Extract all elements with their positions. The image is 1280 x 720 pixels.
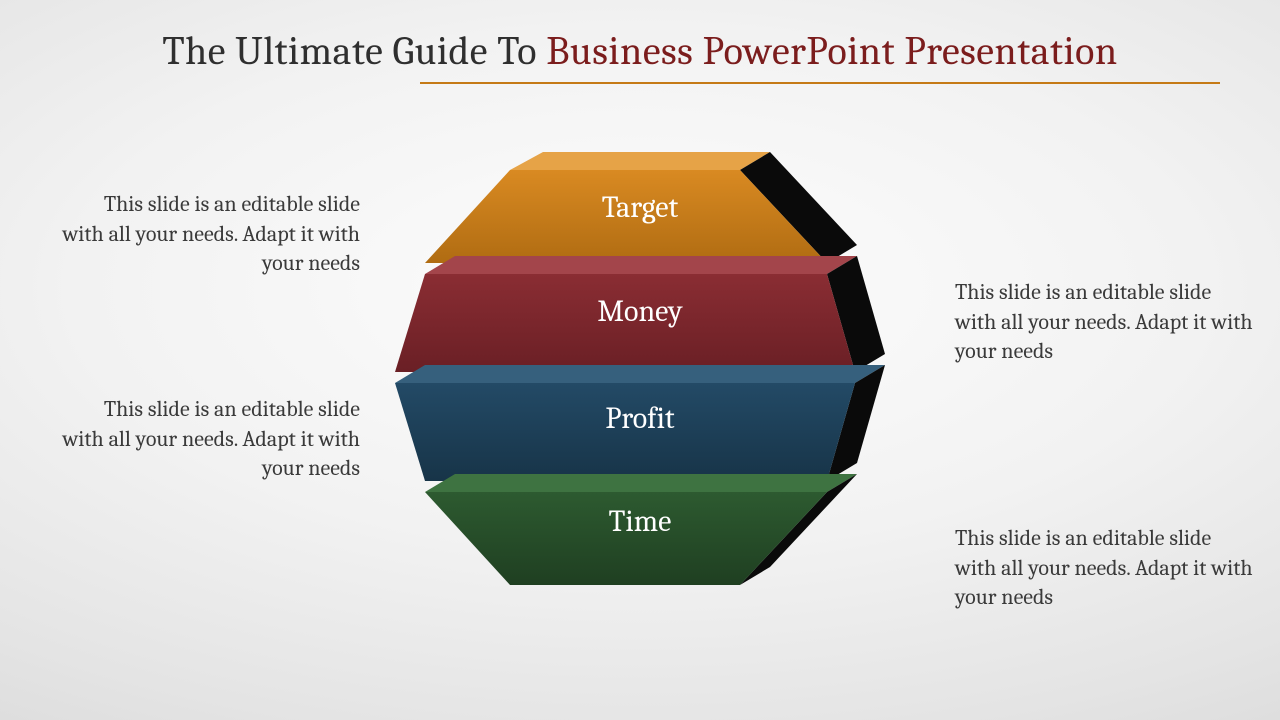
title-prefix: The Ultimate Guide To (162, 28, 546, 74)
caption-money: This slide is an editable slide with all… (955, 278, 1255, 367)
title-main: Business PowerPoint Presentation (546, 28, 1117, 74)
hexagon-diagram: TargetMoneyProfitTime (395, 150, 885, 620)
hex-layer-target: Target (395, 150, 885, 263)
caption-time: This slide is an editable slide with all… (955, 524, 1255, 613)
hex-layer-profit: Profit (395, 363, 885, 481)
title-underline (420, 82, 1220, 84)
hex-layer-time: Time (395, 472, 885, 585)
slide-title: The Ultimate Guide To Business PowerPoin… (0, 28, 1280, 74)
caption-target: This slide is an editable slide with all… (60, 190, 360, 279)
slide: The Ultimate Guide To Business PowerPoin… (0, 0, 1280, 720)
hex-layer-money: Money (395, 254, 885, 372)
caption-profit: This slide is an editable slide with all… (60, 395, 360, 484)
